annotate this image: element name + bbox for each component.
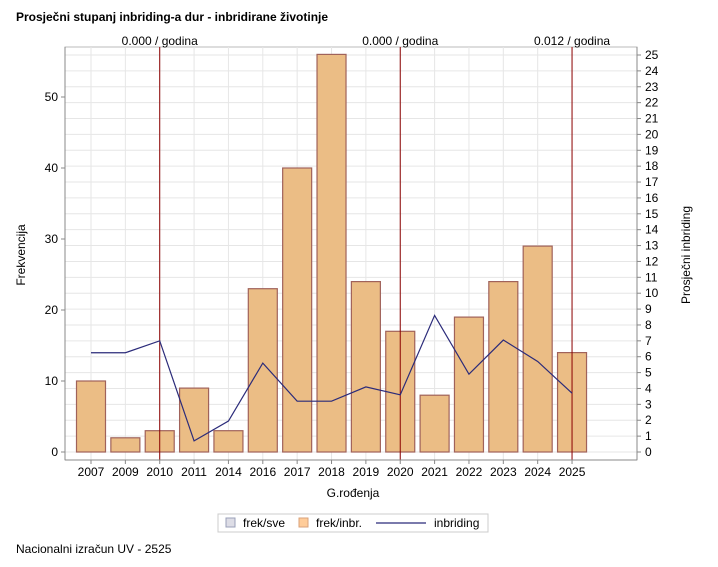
y2-tick-label: 18 bbox=[645, 159, 659, 173]
x-tick-label: 2023 bbox=[490, 465, 517, 479]
y2-tick-label: 8 bbox=[645, 318, 652, 332]
y-tick-label: 40 bbox=[45, 161, 59, 175]
y2-tick-label: 1 bbox=[645, 429, 652, 443]
x-axis-label: G.rođenja bbox=[327, 486, 380, 500]
y2-tick-label: 25 bbox=[645, 48, 659, 62]
chart-title: Prosječni stupanj inbriding-a dur - inbr… bbox=[16, 10, 329, 24]
y2-tick-label: 9 bbox=[645, 302, 652, 316]
y2-tick-label: 14 bbox=[645, 223, 659, 237]
y2-tick-label: 21 bbox=[645, 112, 659, 126]
y-tick-label: 30 bbox=[45, 232, 59, 246]
y2-tick-label: 17 bbox=[645, 175, 659, 189]
x-tick-label: 2024 bbox=[524, 465, 551, 479]
legend-swatch-frek-sve bbox=[225, 517, 236, 528]
y2-tick-label: 0 bbox=[645, 445, 652, 459]
y2-tick-label: 2 bbox=[645, 413, 652, 427]
y2-tick-label: 15 bbox=[645, 207, 659, 221]
x-tick-label: 2014 bbox=[215, 465, 242, 479]
y2-tick-label: 20 bbox=[645, 127, 659, 141]
reference-label-2025: 0.012 / godina bbox=[534, 34, 610, 48]
y-tick-label: 10 bbox=[45, 374, 59, 388]
x-tick-label: 2018 bbox=[318, 465, 345, 479]
bar-2018 bbox=[316, 53, 347, 453]
x-tick-label: 2010 bbox=[146, 465, 173, 479]
x-tick-label: 2009 bbox=[112, 465, 139, 479]
y-tick-label: 0 bbox=[51, 445, 58, 459]
y-axis-label: Frekvencija bbox=[14, 224, 28, 286]
x-tick-label: 2019 bbox=[353, 465, 380, 479]
x-tick-label: 2025 bbox=[559, 465, 586, 479]
bar-2021 bbox=[419, 394, 450, 453]
x-tick-label: 2020 bbox=[387, 465, 414, 479]
x-tick-label: 2011 bbox=[181, 465, 207, 479]
x-tick-label: 2021 bbox=[421, 465, 448, 479]
y-tick-label: 50 bbox=[45, 90, 59, 104]
legend-label-inbriding: inbriding bbox=[434, 516, 479, 530]
y2-tick-label: 23 bbox=[645, 80, 659, 94]
bar-2016 bbox=[247, 288, 278, 453]
bar-2024 bbox=[522, 245, 553, 453]
y2-tick-label: 13 bbox=[645, 239, 659, 253]
bar-2014 bbox=[213, 430, 244, 453]
legend-label-frek-sve: frek/sve bbox=[243, 516, 285, 530]
y2-tick-label: 19 bbox=[645, 143, 659, 157]
bar-2011 bbox=[178, 387, 210, 453]
y2-tick-label: 6 bbox=[645, 350, 652, 364]
y2-tick-label: 16 bbox=[645, 191, 659, 205]
legend-label-frek-inbr: frek/inbr. bbox=[316, 516, 362, 530]
y2-tick-label: 24 bbox=[645, 64, 659, 78]
reference-label-2010: 0.000 / godina bbox=[122, 34, 198, 48]
y2-tick-label: 3 bbox=[645, 397, 652, 411]
y2-tick-label: 7 bbox=[645, 334, 652, 348]
reference-label-2020: 0.000 / godina bbox=[362, 34, 438, 48]
bar-2017 bbox=[282, 167, 313, 453]
x-tick-label: 2022 bbox=[456, 465, 483, 479]
x-tick-label: 2017 bbox=[284, 465, 311, 479]
footer-note: Nacionalni izračun UV - 2525 bbox=[16, 542, 172, 556]
y2-tick-label: 22 bbox=[645, 96, 659, 110]
legend bbox=[217, 513, 489, 533]
bar-2007 bbox=[75, 380, 107, 453]
x-tick-label: 2007 bbox=[78, 465, 105, 479]
x-tick-label: 2016 bbox=[249, 465, 276, 479]
y-tick-label: 20 bbox=[45, 303, 59, 317]
bar-2019 bbox=[350, 281, 381, 453]
y2-tick-label: 5 bbox=[645, 366, 652, 380]
bar-2009 bbox=[110, 437, 141, 453]
y2-tick-label: 10 bbox=[645, 286, 659, 300]
y2-tick-label: 12 bbox=[645, 254, 659, 268]
legend-swatch-frek-inbr bbox=[298, 517, 309, 528]
y2-tick-label: 4 bbox=[645, 381, 652, 395]
bar-2023 bbox=[488, 281, 519, 453]
y2-tick-label: 11 bbox=[645, 270, 658, 284]
bar-2022 bbox=[453, 316, 485, 453]
y2-axis-label: Prosječni inbriding bbox=[679, 206, 693, 304]
